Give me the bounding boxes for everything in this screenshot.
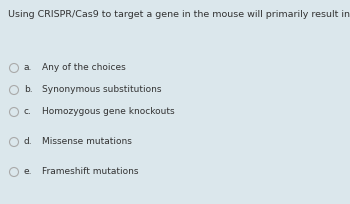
Circle shape bbox=[9, 137, 19, 146]
Text: Frameshift mutations: Frameshift mutations bbox=[42, 167, 139, 176]
Text: d.: d. bbox=[24, 137, 33, 146]
Circle shape bbox=[9, 63, 19, 72]
Circle shape bbox=[9, 85, 19, 94]
Text: e.: e. bbox=[24, 167, 33, 176]
Text: c.: c. bbox=[24, 108, 32, 116]
Text: Missense mutations: Missense mutations bbox=[42, 137, 132, 146]
Text: Synonymous substitutions: Synonymous substitutions bbox=[42, 85, 161, 94]
Circle shape bbox=[9, 167, 19, 176]
Text: Any of the choices: Any of the choices bbox=[42, 63, 126, 72]
Circle shape bbox=[9, 108, 19, 116]
Text: Homozygous gene knockouts: Homozygous gene knockouts bbox=[42, 108, 175, 116]
Text: Using CRISPR/Cas9 to target a gene in the mouse will primarily result in:: Using CRISPR/Cas9 to target a gene in th… bbox=[8, 10, 350, 19]
Text: a.: a. bbox=[24, 63, 32, 72]
Text: b.: b. bbox=[24, 85, 33, 94]
